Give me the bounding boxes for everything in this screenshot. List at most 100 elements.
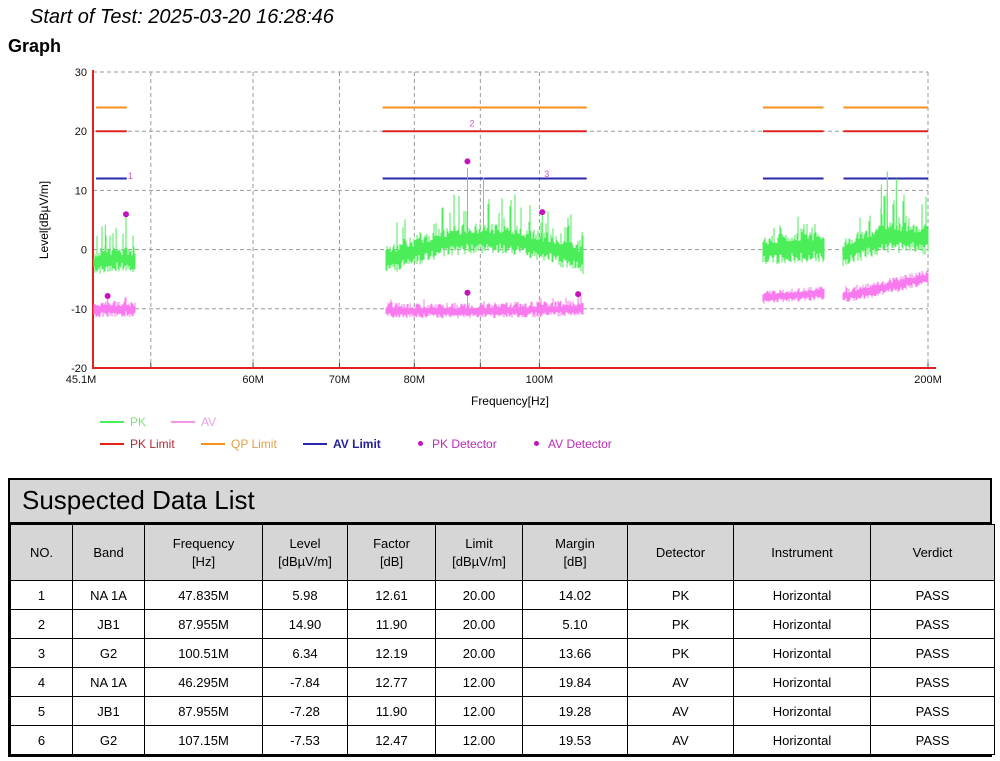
- header-line1: Limit: [465, 535, 493, 551]
- pk-marker-label: 3: [544, 169, 549, 179]
- graph-section-heading: Graph: [8, 36, 62, 56]
- column-header-no: NO.: [10, 524, 73, 581]
- cell-detector: PK: [627, 638, 734, 668]
- cell-verdict: PASS: [870, 580, 995, 610]
- cell-instrument: Horizontal: [733, 638, 871, 668]
- cell-band: NA 1A: [72, 667, 145, 697]
- cell-level: 5.98: [262, 580, 348, 610]
- legend-av-detector-label: AV Detector: [548, 437, 612, 451]
- test-start-timestamp: Start of Test: 2025-03-20 16:28:46: [30, 6, 334, 28]
- header-line1: Margin: [555, 535, 595, 551]
- header-line1: Verdict: [912, 544, 953, 560]
- x-tick-label: 80M: [404, 374, 425, 386]
- legend-av-limit: AV Limit: [303, 437, 381, 451]
- cell-margin: 19.53: [522, 725, 628, 755]
- cell-factor: 12.77: [347, 667, 436, 697]
- pk-detector-marker: [123, 211, 130, 218]
- legend-pk: PK: [100, 415, 146, 429]
- cell-detector: AV: [627, 725, 734, 755]
- legend-av-detector: AV Detector: [534, 437, 612, 451]
- header-line2: [dB]: [379, 553, 404, 569]
- table-header-row: NO. Band Frequency [Hz] Level [dBµV/m] Fac…: [10, 524, 995, 581]
- spectrum-plot: 1 2 3 45.1M 60M 70M 80M 100M 200M 30 20 10 0 -10 -20 L…: [37, 67, 942, 451]
- cell-detector: PK: [627, 609, 734, 639]
- cell-level: -7.53: [262, 725, 348, 755]
- cell-verdict: PASS: [870, 638, 995, 668]
- legend-av: AV: [171, 415, 216, 429]
- av-trace: [385, 294, 584, 319]
- cell-level: -7.28: [262, 696, 348, 726]
- qp-limit-line-swatch-icon: [201, 442, 225, 445]
- cell-factor: 12.61: [347, 580, 436, 610]
- legend-av-label: AV: [201, 415, 217, 429]
- av-detector-marker: [575, 291, 582, 298]
- cell-frequency: 46.295M: [144, 667, 263, 697]
- av-limit-line-swatch-icon: [303, 442, 327, 445]
- header-line1: Band: [93, 544, 124, 560]
- pk-marker-label: 1: [128, 171, 133, 181]
- cell-instrument: Horizontal: [733, 667, 871, 697]
- column-header-limit: Limit [dBµV/m]: [435, 524, 523, 581]
- table-row: 2 JB1 87.955M 14.90 11.90 20.00 5.10 PK Horizont…: [10, 609, 995, 639]
- header-line2: [dB]: [563, 553, 587, 569]
- column-header-verdict: Verdict: [870, 524, 995, 581]
- x-tick-label: 100M: [526, 374, 554, 386]
- column-header-factor: Factor [dB]: [347, 524, 436, 581]
- cell-verdict: PASS: [870, 696, 995, 726]
- cell-no: 5: [10, 696, 73, 726]
- cell-margin: 19.84: [522, 667, 628, 697]
- header-line1: Detector: [655, 544, 706, 560]
- pk-detector-dot-icon: [418, 441, 423, 447]
- y-tick-label: 0: [81, 245, 87, 257]
- column-header-detector: Detector: [627, 524, 734, 581]
- pk-trace: [762, 216, 825, 265]
- cell-limit: 20.00: [435, 638, 523, 668]
- cell-no: 3: [10, 638, 73, 668]
- cell-band: G2: [72, 638, 145, 668]
- header-line2: [dBµV/m]: [452, 553, 506, 569]
- cell-frequency: 107.15M: [144, 725, 263, 755]
- av-detector-dot-icon: [534, 441, 539, 447]
- cell-frequency: 47.835M: [144, 580, 263, 610]
- y-tick-label: 30: [75, 67, 87, 79]
- cell-factor: 11.90: [347, 696, 436, 726]
- pk-marker-label: 2: [469, 118, 474, 128]
- cell-band: NA 1A: [72, 580, 145, 610]
- legend-pk-label: PK: [130, 415, 147, 429]
- cell-limit: 12.00: [435, 696, 523, 726]
- table-row: 4 NA 1A 46.295M -7.84 12.77 12.00 19.84 AV Horiz…: [10, 667, 995, 697]
- cell-verdict: PASS: [870, 725, 995, 755]
- x-tick-label: 60M: [242, 374, 263, 386]
- pk-trace: [842, 171, 929, 266]
- cell-level: 6.34: [262, 638, 348, 668]
- legend-av-limit-label: AV Limit: [333, 437, 381, 451]
- cell-no: 4: [10, 667, 73, 697]
- cell-instrument: Horizontal: [733, 609, 871, 639]
- suspected-data-list: Suspected Data List NO. Band Frequency [H…: [8, 478, 995, 757]
- header-line1: Instrument: [771, 544, 833, 560]
- cell-level: -7.84: [262, 667, 348, 697]
- y-tick-label: 20: [75, 126, 87, 138]
- x-tick-label: 45.1M: [66, 374, 97, 386]
- x-axis-title: Frequency[Hz]: [470, 394, 550, 408]
- cell-band: G2: [72, 725, 145, 755]
- cell-verdict: PASS: [870, 609, 995, 639]
- x-tick-label: 200M: [914, 374, 942, 386]
- cell-factor: 12.19: [347, 638, 436, 668]
- pk-limit-line-swatch-icon: [100, 442, 124, 445]
- x-tick-label: 70M: [329, 374, 350, 386]
- av-detector-marker: [464, 289, 471, 296]
- y-tick-label: 10: [75, 185, 87, 197]
- pk-trace: [385, 167, 584, 274]
- cell-frequency: 87.955M: [144, 609, 263, 639]
- cell-margin: 14.02: [522, 580, 628, 610]
- cell-limit: 12.00: [435, 725, 523, 755]
- column-header-margin: Margin [dB]: [522, 524, 628, 581]
- legend-qp-limit-label: QP Limit: [231, 437, 277, 451]
- y-tick-label: -10: [71, 304, 87, 316]
- header-line2: [Hz]: [191, 553, 216, 569]
- cell-frequency: 87.955M: [144, 696, 263, 726]
- column-header-level: Level [dBµV/m]: [262, 524, 348, 581]
- y-tick-label: -20: [71, 363, 87, 375]
